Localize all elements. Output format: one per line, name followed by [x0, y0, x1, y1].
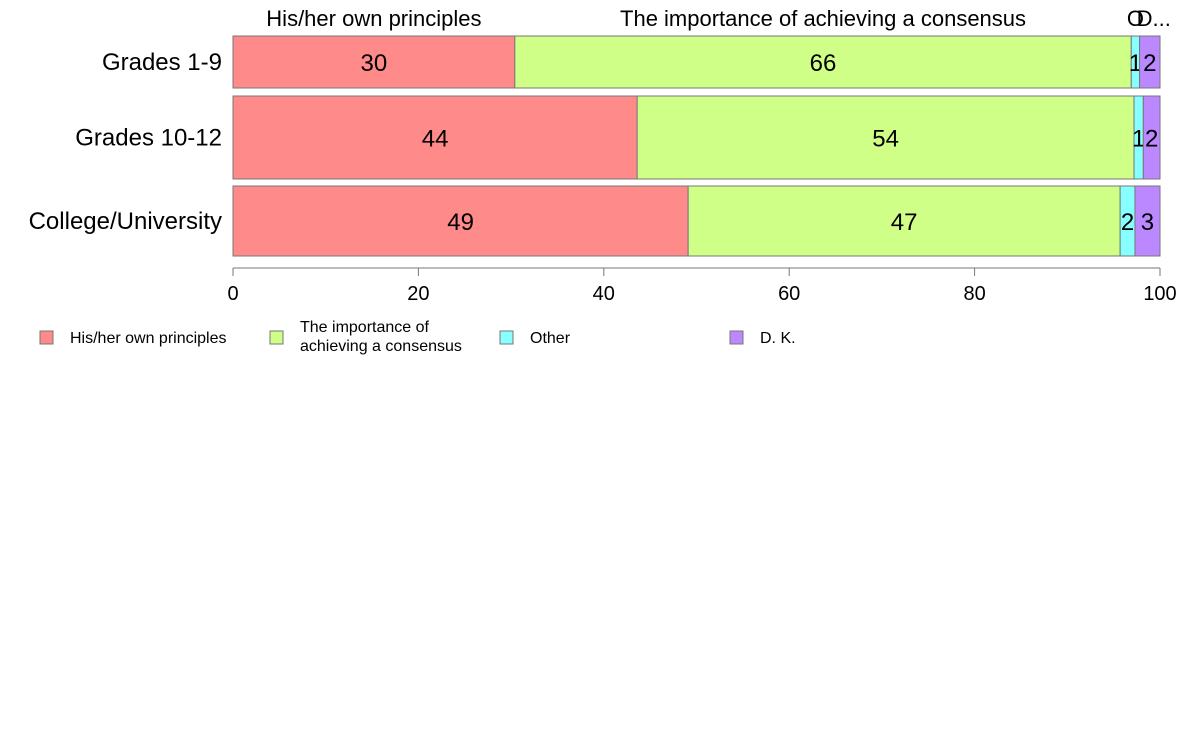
- x-tick-label: 0: [227, 283, 238, 305]
- x-tick-label: 60: [778, 283, 800, 305]
- bar-segment: [1139, 35, 1161, 89]
- legend-swatch: [39, 330, 54, 345]
- legend-swatch: [499, 330, 514, 345]
- data-label: 47: [891, 209, 918, 236]
- legend-label: D. K.: [760, 330, 796, 347]
- category-label: Grades 1-9: [102, 49, 222, 76]
- x-tick-label: 40: [593, 283, 615, 305]
- data-label: 66: [810, 50, 837, 77]
- x-axis: 0 20 40 60 80 100: [227, 267, 1177, 305]
- data-label: 1: [1132, 126, 1145, 153]
- bar-segment: [1134, 185, 1161, 257]
- x-tick-label: 80: [963, 283, 985, 305]
- top-label: O: [1127, 6, 1144, 31]
- top-label: D...: [1137, 6, 1171, 31]
- legend: His/her own principles The importance of a…: [39, 319, 796, 355]
- data-label: 3: [1141, 209, 1154, 236]
- legend-swatch: [269, 330, 284, 345]
- bar-segment: [232, 95, 638, 180]
- x-tick-label: 20: [407, 283, 429, 305]
- top-label: His/her own principles: [266, 6, 481, 31]
- x-tick-label: 100: [1143, 283, 1176, 305]
- data-label: 49: [447, 209, 474, 236]
- legend-swatch: [729, 330, 744, 345]
- category-label: College/University: [29, 208, 222, 235]
- data-label: 2: [1143, 50, 1156, 77]
- bar-segment: [687, 185, 1121, 257]
- category-label: Grades 10-12: [75, 125, 222, 152]
- legend-label: The importance of achieving a consensus: [300, 319, 462, 355]
- bar-segment: [1142, 95, 1161, 180]
- data-label: 2: [1145, 126, 1158, 153]
- data-label: 54: [872, 126, 899, 153]
- legend-label: Other: [530, 330, 571, 347]
- data-label: 2: [1121, 209, 1134, 236]
- data-label: 44: [422, 126, 449, 153]
- bar-segment: [232, 185, 689, 257]
- top-label: The importance of achieving a consensus: [620, 6, 1026, 31]
- top-labels: His/her own principles The importance of …: [266, 6, 1171, 31]
- bar-segment: [514, 35, 1132, 89]
- data-label: 30: [361, 50, 388, 77]
- legend-label: His/her own principles: [70, 330, 227, 347]
- data-label: 1: [1129, 50, 1142, 77]
